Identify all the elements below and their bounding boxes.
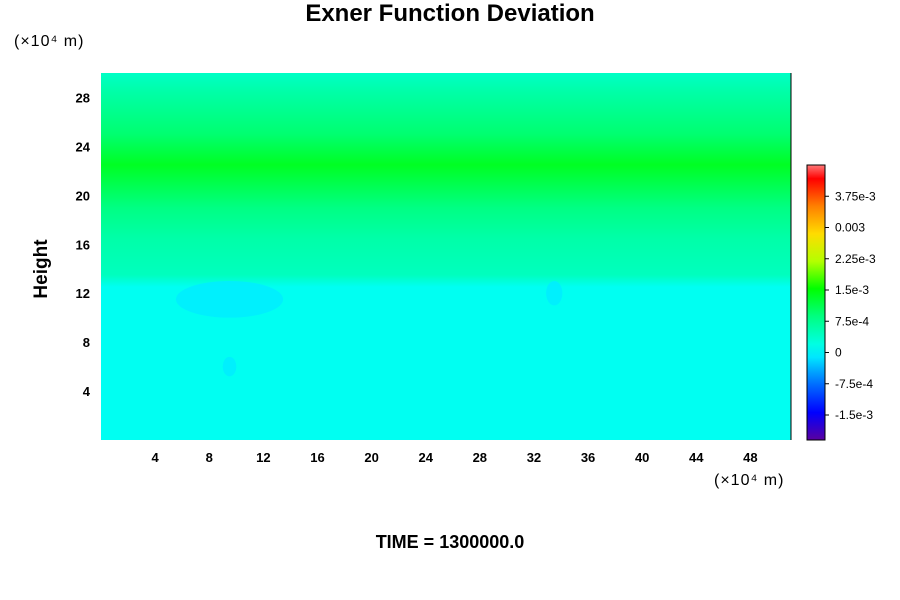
colorbar-tick-label: 0.003 bbox=[835, 221, 865, 235]
colorbar-tick-label: 3.75e-3 bbox=[835, 189, 876, 203]
y-tick-label: 4 bbox=[83, 384, 91, 399]
anomaly-region bbox=[546, 280, 563, 306]
colorbar-tick-label: 2.25e-3 bbox=[835, 252, 876, 266]
y-tick-label: 8 bbox=[83, 335, 90, 350]
x-tick-label: 44 bbox=[689, 450, 704, 465]
heatmap-field bbox=[101, 73, 791, 440]
x-tick-label: 36 bbox=[581, 450, 595, 465]
x-tick-label: 32 bbox=[527, 450, 541, 465]
anomaly-region bbox=[222, 356, 237, 377]
y-tick-label: 24 bbox=[76, 139, 91, 154]
y-tick-label: 28 bbox=[76, 90, 90, 105]
x-tick-label: 16 bbox=[310, 450, 324, 465]
x-tick-label: 20 bbox=[364, 450, 378, 465]
y-axis-unit: (×10⁴ m) bbox=[14, 33, 85, 50]
x-axis-unit: (×10⁴ m) bbox=[714, 472, 785, 489]
colorbar-tick-label: 7.5e-4 bbox=[835, 314, 869, 328]
y-tick-label: 12 bbox=[76, 286, 90, 301]
colorbar bbox=[806, 164, 826, 441]
colorbar-tick-label: 0 bbox=[835, 346, 842, 360]
colorbar-tick-label: 1.5e-3 bbox=[835, 283, 869, 297]
anomaly-region bbox=[175, 280, 284, 318]
colorbar-tick-label: -7.5e-4 bbox=[835, 377, 873, 391]
x-tick-label: 40 bbox=[635, 450, 649, 465]
y-tick-label: 20 bbox=[76, 188, 90, 203]
x-tick-label: 28 bbox=[473, 450, 487, 465]
chart-title: Exner Function Deviation bbox=[305, 0, 595, 27]
x-tick-label: 12 bbox=[256, 450, 270, 465]
x-tick-label: 4 bbox=[152, 450, 160, 465]
x-tick-label: 24 bbox=[418, 450, 433, 465]
time-label: TIME = 1300000.0 bbox=[375, 532, 525, 552]
y-tick-label: 16 bbox=[76, 237, 90, 252]
colorbar-tick-label: -1.5e-3 bbox=[835, 408, 873, 422]
x-tick-label: 48 bbox=[743, 450, 757, 465]
x-tick-label: 8 bbox=[206, 450, 213, 465]
